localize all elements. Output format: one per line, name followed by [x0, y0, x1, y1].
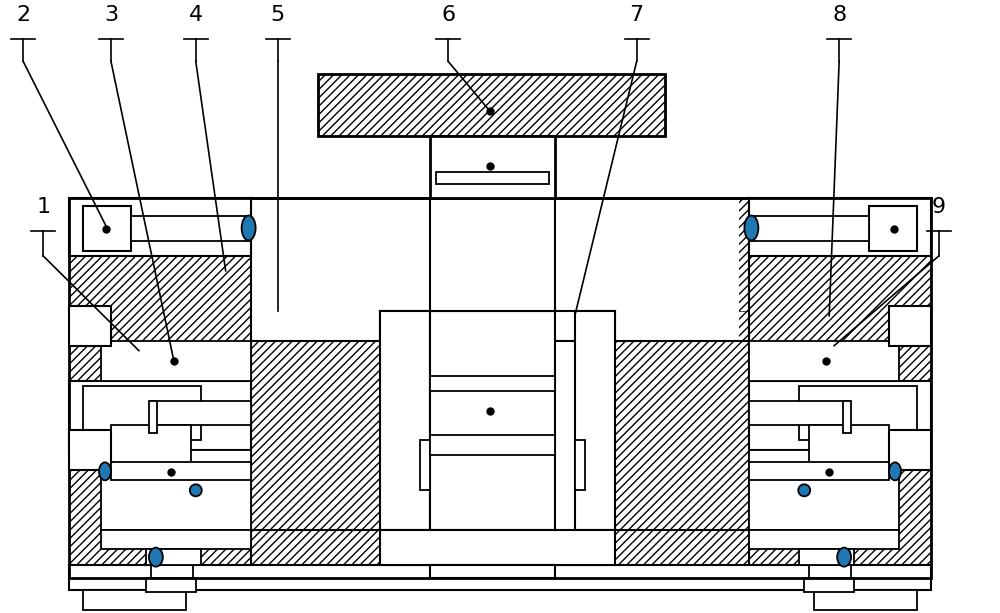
Ellipse shape: [889, 462, 901, 481]
Bar: [430, 565, 555, 578]
Bar: [430, 376, 555, 390]
Bar: [149, 400, 157, 433]
Bar: [799, 549, 854, 565]
Bar: [749, 216, 869, 241]
Text: 8: 8: [832, 6, 846, 26]
Bar: [809, 565, 851, 578]
Bar: [69, 565, 931, 590]
Text: 7: 7: [630, 6, 644, 26]
Bar: [869, 206, 917, 251]
Bar: [69, 381, 251, 451]
Bar: [111, 462, 251, 481]
Ellipse shape: [149, 547, 163, 566]
Bar: [436, 172, 549, 184]
Circle shape: [798, 484, 810, 497]
Bar: [69, 198, 251, 578]
Bar: [749, 381, 931, 451]
Bar: [843, 400, 851, 433]
Text: 5: 5: [270, 6, 285, 26]
Bar: [151, 565, 193, 578]
Bar: [101, 530, 251, 549]
Bar: [430, 198, 555, 311]
Bar: [575, 311, 615, 530]
Bar: [111, 425, 191, 465]
Bar: [83, 386, 201, 440]
Text: 4: 4: [189, 6, 203, 26]
Text: 9: 9: [932, 197, 946, 217]
Bar: [101, 341, 251, 381]
Bar: [318, 74, 665, 136]
Bar: [749, 198, 931, 578]
Bar: [555, 198, 749, 311]
Bar: [69, 306, 111, 346]
Bar: [889, 430, 931, 470]
Bar: [146, 549, 201, 565]
Text: 1: 1: [36, 197, 50, 217]
Bar: [799, 386, 917, 440]
Bar: [151, 400, 251, 425]
Ellipse shape: [242, 216, 256, 240]
Bar: [69, 198, 251, 578]
Ellipse shape: [99, 462, 111, 481]
Bar: [809, 425, 889, 465]
Bar: [430, 311, 555, 530]
Bar: [749, 341, 899, 381]
Bar: [69, 198, 931, 578]
Bar: [251, 198, 430, 311]
Bar: [69, 198, 251, 256]
Bar: [749, 462, 889, 481]
Bar: [749, 198, 931, 578]
Bar: [420, 440, 430, 490]
Bar: [749, 400, 849, 425]
Bar: [318, 74, 665, 136]
Bar: [430, 136, 555, 198]
Text: 6: 6: [441, 6, 455, 26]
Bar: [749, 530, 899, 549]
Bar: [380, 311, 615, 341]
Bar: [380, 530, 615, 565]
Bar: [69, 430, 111, 470]
Ellipse shape: [837, 547, 851, 566]
Bar: [146, 578, 196, 592]
Bar: [83, 206, 131, 251]
Bar: [804, 578, 854, 592]
Bar: [83, 590, 186, 610]
Bar: [615, 341, 749, 530]
Ellipse shape: [744, 216, 758, 240]
Bar: [814, 590, 917, 610]
Circle shape: [190, 484, 202, 497]
Text: 3: 3: [104, 6, 118, 26]
Bar: [430, 435, 555, 455]
Bar: [749, 451, 899, 530]
Bar: [380, 311, 430, 530]
Bar: [101, 451, 251, 530]
Bar: [69, 198, 931, 578]
Bar: [889, 306, 931, 346]
Text: 2: 2: [16, 6, 30, 26]
Bar: [131, 216, 251, 241]
Bar: [749, 198, 931, 256]
Bar: [251, 198, 739, 341]
Bar: [251, 341, 380, 530]
Bar: [380, 341, 615, 530]
Bar: [575, 440, 585, 490]
